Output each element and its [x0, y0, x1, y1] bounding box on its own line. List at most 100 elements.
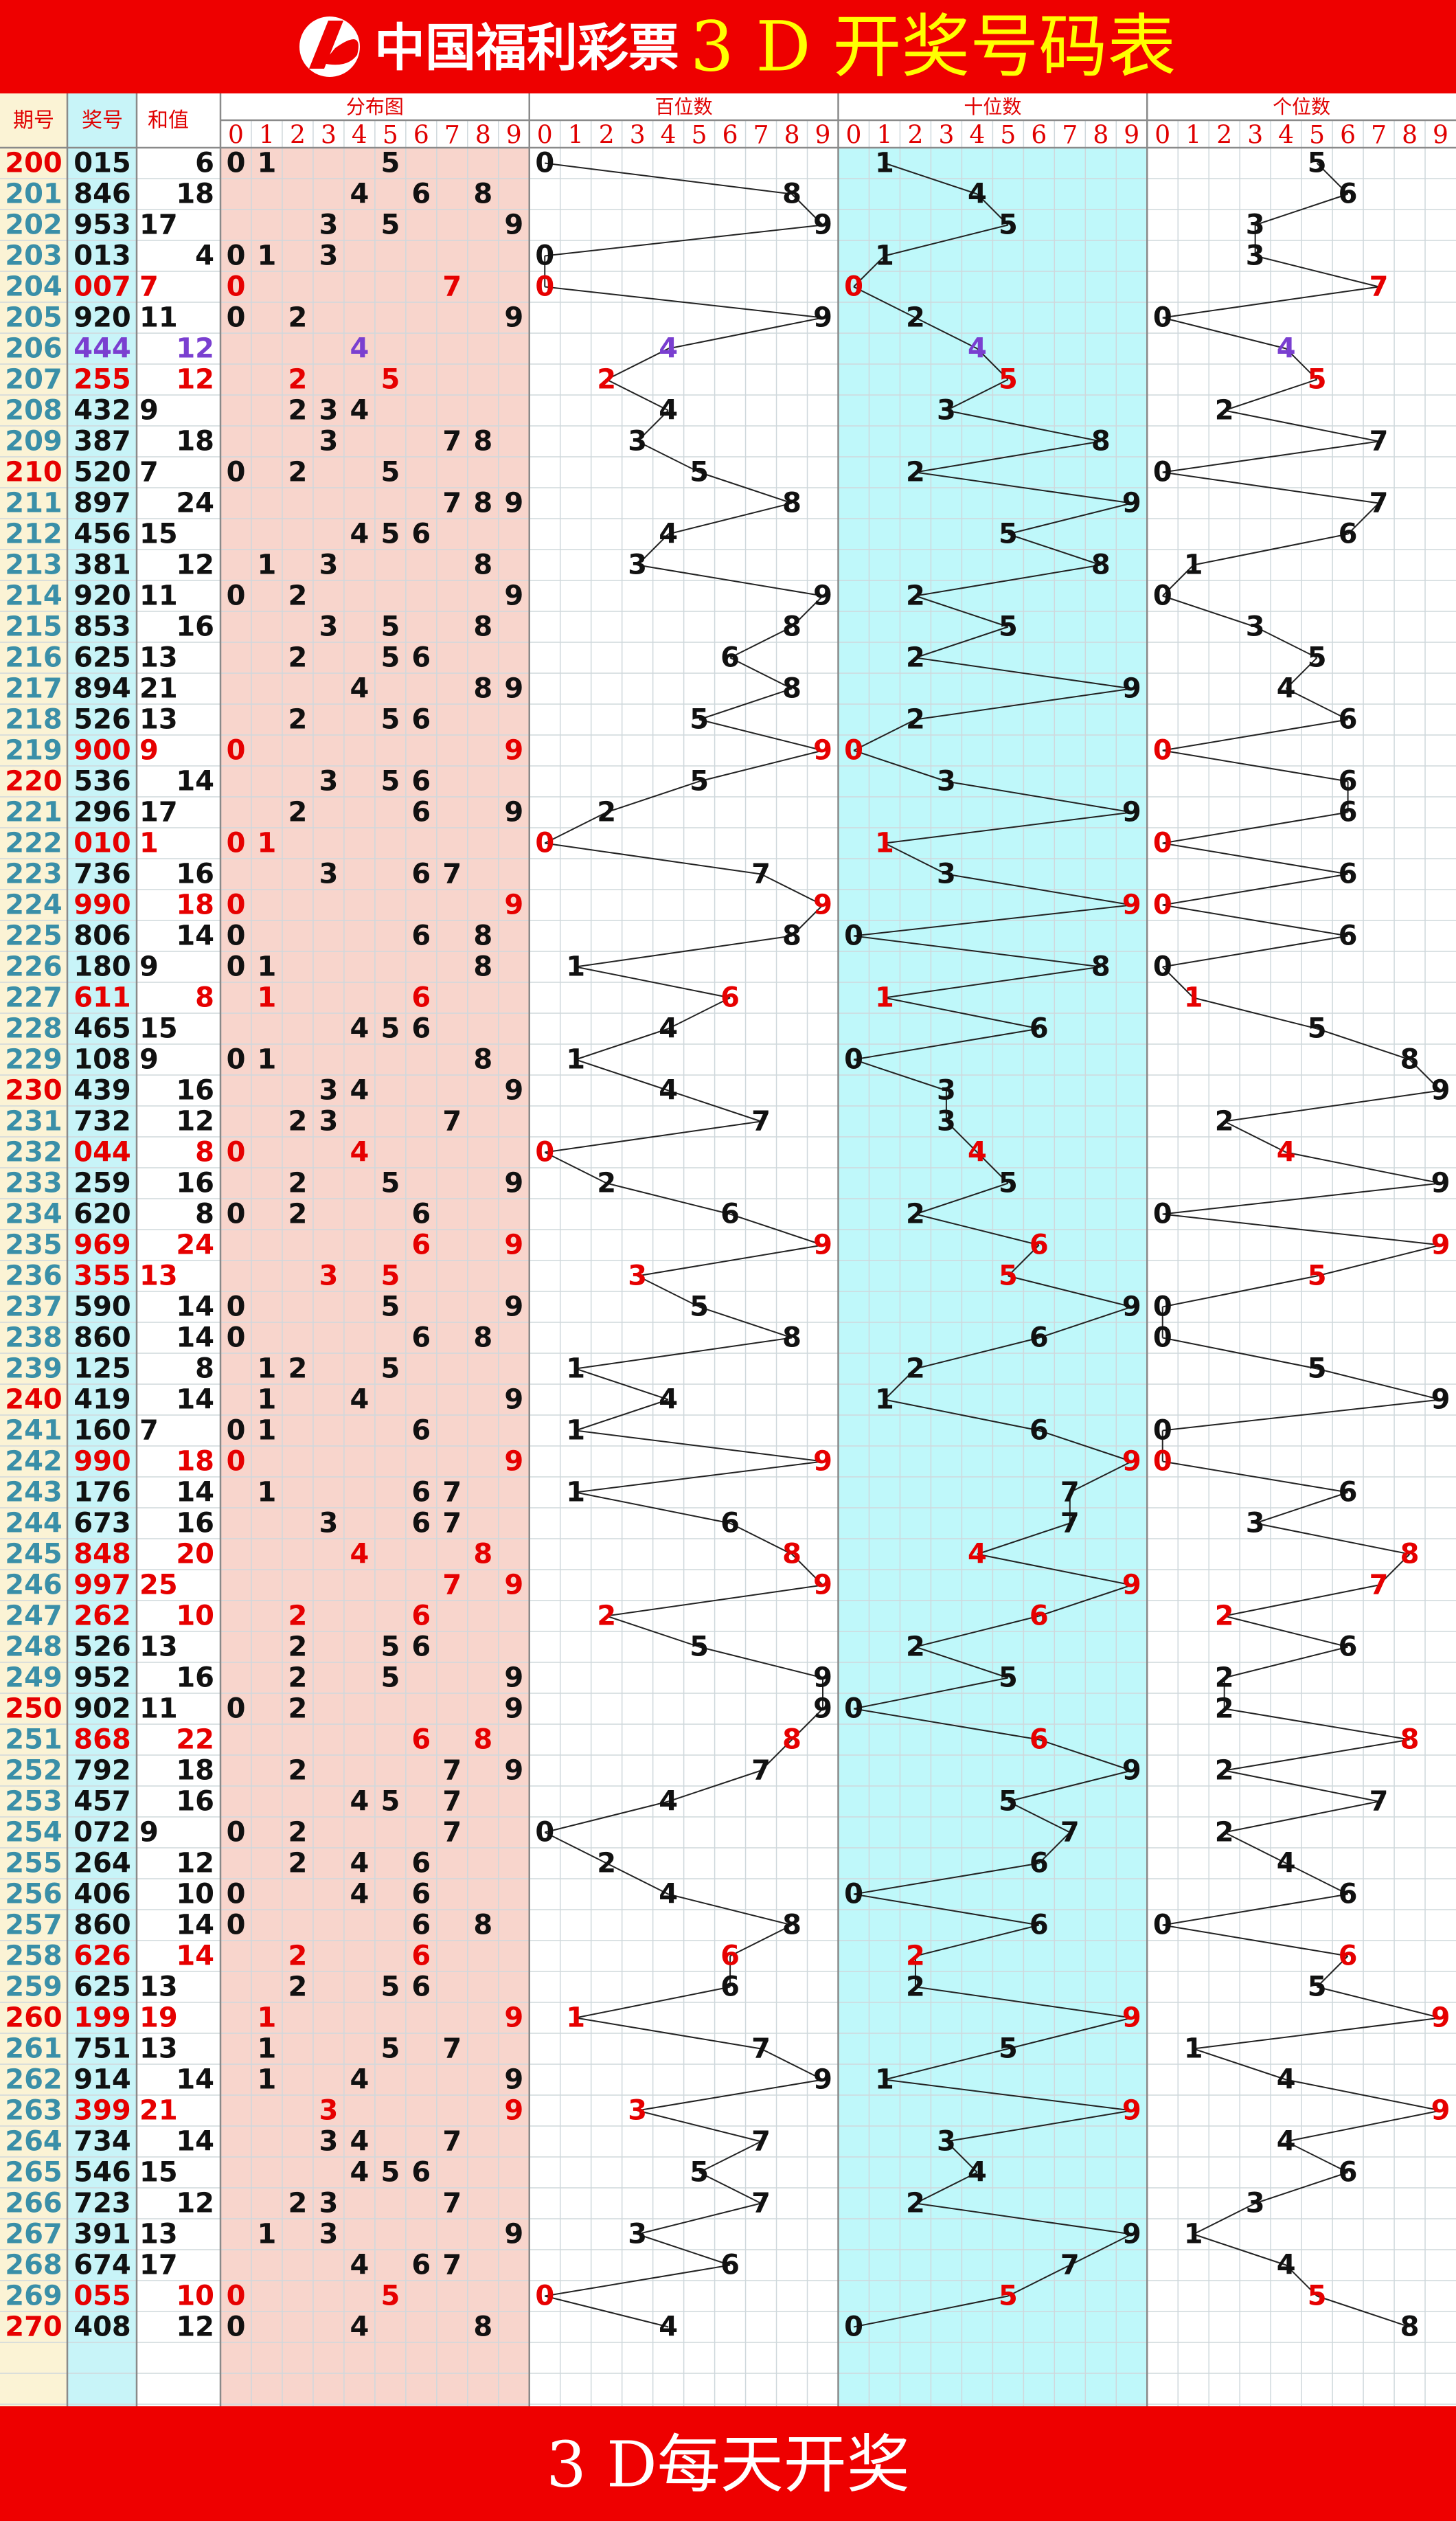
number-digit: 3: [112, 611, 131, 643]
trend-line: [915, 317, 978, 350]
logo-text: 中国福利彩票: [374, 19, 679, 78]
trend-line: [1162, 1924, 1348, 1957]
sum: 12: [176, 2311, 214, 2343]
issue: 265: [5, 2157, 62, 2189]
distribution-digit: 1: [258, 1044, 277, 1076]
number-digit: 4: [112, 2126, 131, 2158]
number-digit: 8: [93, 951, 112, 983]
position-digit: 8: [1400, 1044, 1420, 1076]
trend-line: [791, 193, 823, 226]
distribution-digit: 0: [227, 1044, 246, 1076]
distribution-digit: 5: [380, 1631, 400, 1663]
issue: 239: [5, 1353, 62, 1385]
sum: 18: [176, 426, 214, 457]
number-digit: 6: [73, 1199, 93, 1230]
trend-line: [1162, 904, 1348, 937]
number-digit: 7: [73, 1106, 93, 1138]
number: 176: [73, 1477, 131, 1508]
number-digit: 0: [112, 1322, 131, 1354]
position-digit: 3: [1246, 240, 1265, 272]
issue: 252: [5, 1755, 62, 1787]
position-digit: 0: [535, 1137, 554, 1168]
sum: 14: [176, 2126, 214, 2158]
trend-line: [606, 348, 669, 381]
distribution-digit: 5: [380, 364, 400, 396]
trend-line: [637, 1275, 700, 1308]
sum: 20: [176, 1539, 214, 1570]
position-digit: 4: [659, 333, 678, 365]
distribution-digit: 6: [411, 1848, 431, 1879]
distribution-digit: 0: [227, 1415, 246, 1447]
position-digit: 9: [1122, 1446, 1141, 1478]
trend-line: [1255, 1522, 1410, 1555]
position-digit: 6: [1030, 1230, 1049, 1261]
trend-line: [1008, 1770, 1133, 1802]
number-digit: 1: [112, 2219, 131, 2250]
number: 387: [73, 426, 131, 457]
distribution-digit: 4: [350, 2250, 369, 2281]
distribution-digit: 2: [288, 302, 308, 334]
digit-header: 5: [692, 122, 707, 150]
number-digit: 9: [73, 890, 93, 921]
trend-line: [946, 1120, 978, 1153]
trend-line: [946, 2110, 1132, 2143]
distribution-digit: 4: [350, 1879, 369, 1910]
number: 010: [73, 828, 131, 859]
trend-line: [576, 1986, 731, 2019]
number-digit: 6: [112, 797, 131, 828]
trend-line: [1008, 502, 1133, 535]
position-digit: 8: [1091, 550, 1111, 581]
distribution-digit: 6: [411, 1601, 431, 1632]
trend-line: [637, 533, 669, 566]
trend-line: [1224, 1800, 1379, 1833]
sum: 9: [139, 395, 159, 427]
trend-line: [544, 811, 607, 844]
trend-line: [1286, 2079, 1441, 2112]
number-digit: 9: [112, 2002, 131, 2034]
position-digit: 8: [1091, 426, 1111, 457]
trend-line: [884, 966, 1101, 999]
footer-text: 3 D每天开奖: [546, 2428, 910, 2502]
number-digit: 0: [112, 580, 131, 612]
position-digit: 9: [813, 1230, 832, 1261]
number-digit: 5: [93, 611, 112, 643]
distribution-digit: 3: [319, 550, 338, 581]
trend-line: [729, 1522, 793, 1555]
distribution-digit: 0: [227, 1137, 246, 1168]
trend-line: [1286, 2140, 1349, 2173]
number-digit: 7: [73, 2033, 93, 2065]
number-digit: 6: [112, 1631, 131, 1663]
trend-line: [698, 2140, 762, 2173]
number-digit: 2: [93, 704, 112, 736]
sum: 11: [139, 302, 178, 334]
issue: 246: [5, 1570, 62, 1601]
position-digit: 9: [813, 1693, 832, 1725]
trend-line: [915, 1182, 1009, 1215]
trend-line: [1255, 2171, 1348, 2204]
position-digit: 5: [690, 766, 709, 798]
sum: 12: [176, 1106, 214, 1138]
distribution-digit: 1: [258, 1353, 277, 1385]
number-digit: 9: [93, 673, 112, 705]
number-digit: 4: [73, 2311, 93, 2343]
distribution-digit: 9: [504, 890, 523, 921]
position-digit: 2: [597, 1168, 616, 1199]
trend-line: [977, 1522, 1071, 1555]
issue: 230: [5, 1075, 62, 1107]
number: 465: [73, 1013, 131, 1045]
distribution-digit: 2: [288, 364, 308, 396]
position-digit: 3: [628, 550, 647, 581]
digit-header: 3: [630, 122, 646, 150]
zone-header: 分布图: [346, 95, 404, 118]
number-digit: 4: [112, 333, 131, 365]
issue: 211: [5, 488, 62, 519]
sum: 19: [139, 2002, 178, 2034]
number-digit: 1: [73, 1353, 93, 1385]
trend-line: [1162, 1213, 1441, 1246]
trend-line: [575, 1399, 669, 1432]
number-digit: 0: [73, 828, 93, 859]
trend-line: [791, 1553, 823, 1586]
distribution-digit: 6: [411, 1971, 431, 2003]
number-digit: 3: [93, 395, 112, 427]
number-digit: 2: [93, 2188, 112, 2219]
